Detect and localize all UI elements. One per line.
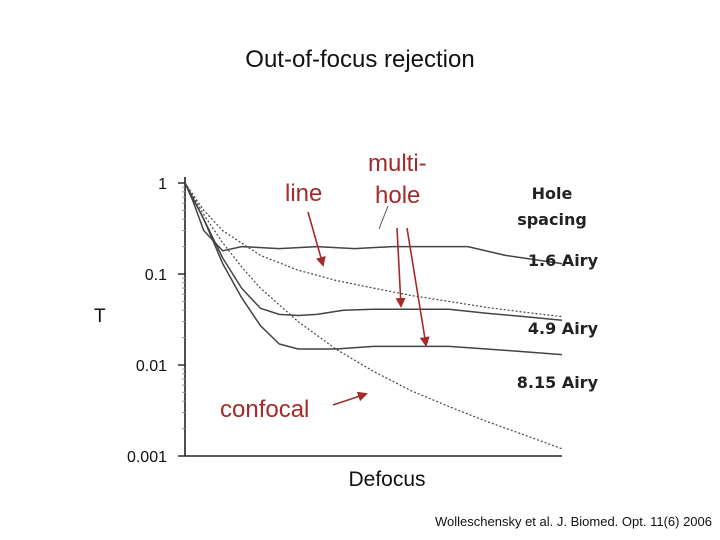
series-label: 8.15 Airy	[517, 373, 599, 392]
series-line-4-9-airy	[184, 182, 563, 322]
y-axis-label: T	[94, 306, 106, 327]
y-tick-label: 0.1	[145, 267, 167, 284]
slide-title: Out-of-focus rejection	[245, 46, 475, 73]
series-label: 4.9 Airy	[528, 319, 599, 338]
series-line-line	[184, 182, 563, 318]
series-label: 1.6 Airy	[528, 251, 599, 270]
arrow-confocal	[332, 391, 368, 406]
x-axis-label: Defocus	[348, 468, 426, 491]
series-line-8-15-airy	[184, 182, 563, 356]
annotation-line: line	[285, 180, 322, 207]
annotation-multihole: hole	[375, 182, 420, 209]
annotation-confocal: confocal	[220, 396, 309, 423]
y-tick-label: 0.001	[127, 449, 167, 466]
citation: Wolleschensky et al. J. Biomed. Opt. 11(…	[435, 514, 712, 529]
legend-header-spacing: spacing	[517, 210, 587, 229]
arrow-multihole-1	[395, 227, 406, 308]
arrow-line	[307, 211, 326, 267]
series-line-1-6-airy	[184, 182, 563, 265]
multihole-pointer-tick	[378, 205, 389, 230]
annotation-multihole: multi-	[368, 150, 427, 177]
legend-header-hole: Hole	[532, 184, 573, 203]
y-tick-label: 0.01	[136, 358, 167, 375]
arrow-multihole-2	[406, 227, 430, 347]
y-tick-label: 1	[158, 176, 167, 193]
